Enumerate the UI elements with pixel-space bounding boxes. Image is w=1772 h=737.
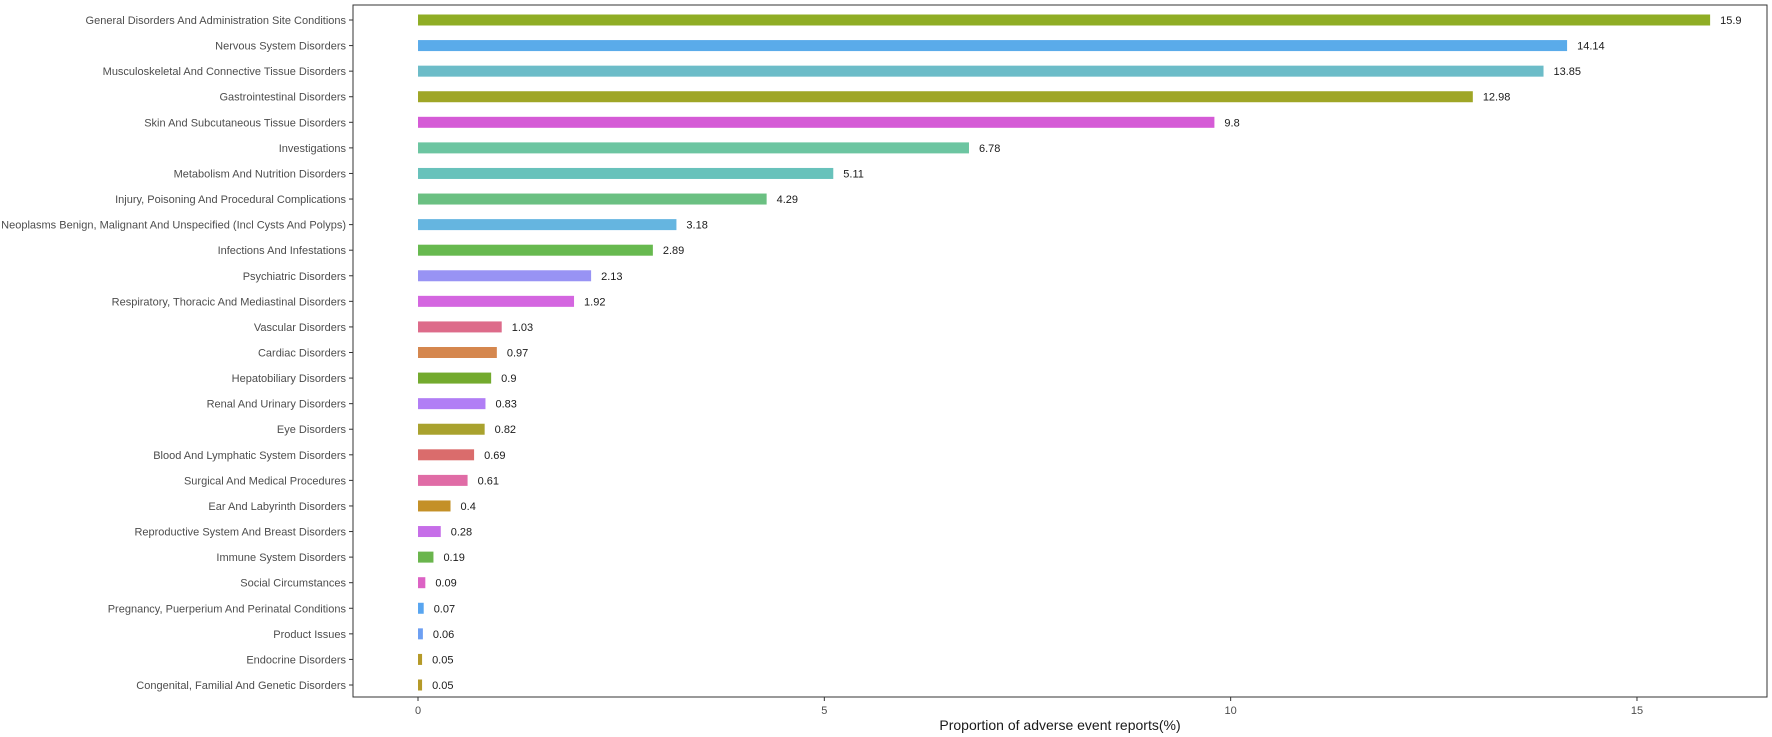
plot-panel [352,4,1768,698]
value-label: 0.9 [501,373,516,385]
category-label: Ear And Labyrinth Disorders [208,501,346,513]
value-label: 0.06 [433,629,454,641]
category-label: Hepatobiliary Disorders [232,373,347,385]
category-label: Respiratory, Thoracic And Mediastinal Di… [112,296,347,308]
bar [418,449,475,461]
x-axis-ticks: 0 5 10 15 [415,697,1643,717]
bar [418,65,1544,77]
category-label: Product Issues [273,629,346,641]
bar [418,500,451,512]
bar [418,321,502,333]
value-label: 1.92 [584,296,605,308]
bar [418,193,767,205]
value-label: 12.98 [1483,92,1511,104]
bar [418,91,1473,103]
bar [418,602,424,614]
bar [418,577,426,589]
x-tick-label: 15 [1631,705,1643,717]
category-label: Surgical And Medical Procedures [184,475,347,487]
category-label: Endocrine Disorders [246,654,346,666]
category-label: Skin And Subcutaneous Tissue Disorders [144,117,346,129]
value-label: 0.82 [495,424,516,436]
value-label: 2.13 [601,271,622,283]
category-label: Blood And Lymphatic System Disorders [153,450,346,462]
bar [418,295,575,307]
category-label: Eye Disorders [277,424,347,436]
value-label: 15.9 [1720,15,1741,27]
bar [418,653,423,665]
category-labels: General Disorders And Administration Sit… [1,15,353,692]
value-label: 1.03 [512,322,533,334]
category-label: Nervous System Disorders [215,41,346,53]
bar [418,347,497,358]
value-label: 4.29 [777,194,798,206]
value-label: 0.4 [461,501,476,513]
value-label: 0.05 [432,680,453,692]
x-tick-label: 10 [1225,705,1237,717]
value-label: 0.19 [443,552,464,564]
x-axis-title: Proportion of adverse event reports(%) [939,717,1180,733]
category-label: Cardiac Disorders [258,348,347,360]
category-label: Psychiatric Disorders [243,271,347,283]
bar [418,474,468,486]
category-label: Pregnancy, Puerperium And Perinatal Cond… [108,603,347,615]
value-label: 0.83 [495,399,516,411]
value-label: 0.69 [484,450,505,462]
value-label: 5.11 [843,168,864,180]
category-label: Reproductive System And Breast Disorders [134,527,346,539]
category-label: Investigations [279,143,347,155]
x-tick-label: 0 [415,705,421,717]
value-label: 3.18 [686,220,707,232]
bar [418,526,441,538]
category-label: Gastrointestinal Disorders [219,92,346,104]
category-label: Immune System Disorders [216,552,346,564]
bar [418,628,423,640]
bar [418,142,969,154]
bar [418,679,423,691]
category-label: Renal And Urinary Disorders [207,399,347,411]
bar [418,551,434,563]
bar [418,14,1711,26]
bar [418,270,592,282]
category-label: Metabolism And Nutrition Disorders [174,168,347,180]
value-label: 0.09 [435,578,456,590]
value-label: 0.97 [507,348,528,360]
value-label: 0.05 [432,654,453,666]
value-label: 0.28 [451,527,472,539]
bar [418,244,653,256]
value-label: 0.07 [434,603,455,615]
category-label: Social Circumstances [240,578,346,590]
value-label: 6.78 [979,143,1000,155]
bar [418,423,485,435]
category-label: General Disorders And Administration Sit… [86,15,347,27]
bar [418,398,486,410]
category-label: Musculoskeletal And Connective Tissue Di… [103,66,347,78]
value-label: 9.8 [1224,117,1239,129]
category-label: Vascular Disorders [254,322,347,334]
x-tick-label: 5 [821,705,827,717]
bar [418,116,1215,128]
value-label: 13.85 [1554,66,1582,78]
bar [418,372,492,384]
category-label: Injury, Poisoning And Procedural Complic… [115,194,346,206]
value-label: 2.89 [663,245,684,257]
value-label: 0.61 [478,475,499,487]
bar [418,40,1568,52]
bar [418,167,834,179]
category-label: Neoplasms Benign, Malignant And Unspecif… [1,220,346,232]
value-label: 14.14 [1577,41,1605,53]
bars-group [418,14,1711,691]
category-label: Congenital, Familial And Genetic Disorde… [136,680,346,692]
value-labels: 15.9 14.14 13.85 12.98 9.8 6.78 5.11 4.29 3.18 2.… [432,15,1741,692]
category-label: Infections And Infestations [218,245,347,257]
bar [418,219,677,231]
